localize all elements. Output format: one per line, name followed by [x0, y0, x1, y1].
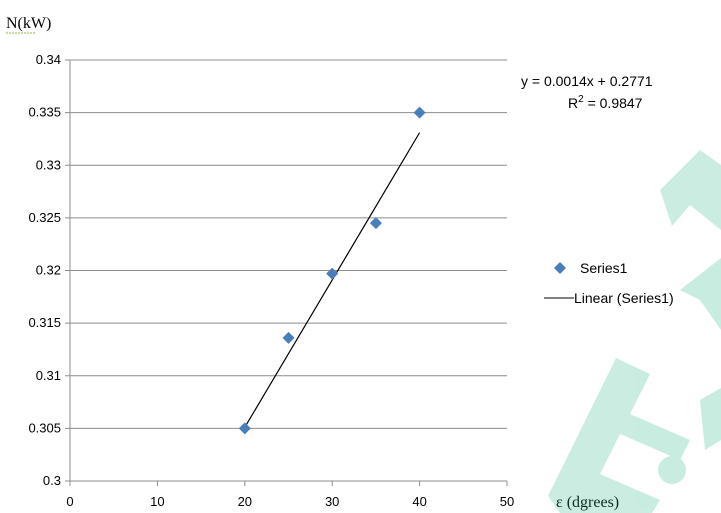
legend: Series1 Linear (Series1) — [544, 260, 674, 306]
x-tick-label: 20 — [238, 494, 252, 509]
y-tick-label: 0.335 — [28, 105, 61, 120]
watermark-letter-e — [548, 358, 690, 513]
trendline-group — [244, 132, 421, 428]
trendline — [244, 132, 421, 428]
data-point — [282, 331, 295, 344]
y-tick-label: 0.33 — [36, 157, 61, 172]
x-tick-label: 10 — [150, 494, 164, 509]
x-tick-label: 30 — [325, 494, 339, 509]
y-tick-labels: 0.3 0.305 0.31 0.315 0.32 0.325 0.33 0.335 0.34 — [28, 52, 61, 488]
x-tick-label: 40 — [412, 494, 426, 509]
watermark-dot — [658, 456, 686, 484]
y-tick-label: 0.305 — [28, 420, 61, 435]
trendline-equation: y = 0.0014x + 0.2771 — [521, 73, 653, 89]
r-squared-prefix: R — [568, 95, 578, 111]
data-point — [369, 217, 382, 230]
x-tick-label: 0 — [66, 494, 73, 509]
data-points — [238, 106, 426, 435]
x-tick-label: 50 — [500, 494, 514, 509]
r-squared-label: R2 = 0.9847 — [568, 94, 643, 111]
y-tick-label: 0.325 — [28, 210, 61, 225]
legend-series-label: Series1 — [580, 260, 628, 276]
y-axis-title: N(kW) — [6, 15, 51, 32]
data-point — [238, 422, 251, 435]
y-tick-label: 0.32 — [36, 263, 61, 278]
x-tick-labels: 0 10 20 30 40 50 — [66, 494, 514, 509]
x-axis-title: ε (dgrees) — [556, 494, 619, 511]
y-tick-label: 0.31 — [36, 368, 61, 383]
watermark — [548, 150, 721, 513]
y-tick-label: 0.315 — [28, 315, 61, 330]
data-point — [413, 106, 426, 119]
data-point — [326, 267, 339, 280]
y-tick-label: 0.3 — [43, 473, 61, 488]
r-squared-value: = 0.9847 — [584, 95, 643, 111]
watermark-letter-n — [660, 150, 721, 330]
legend-trendline-label: Linear (Series1) — [574, 290, 674, 306]
y-tick-label: 0.34 — [36, 52, 61, 67]
r-squared-superscript: 2 — [578, 94, 584, 105]
legend-series-marker-icon — [554, 262, 566, 274]
gridlines — [65, 59, 507, 482]
axes — [69, 60, 508, 486]
watermark-fragment — [700, 388, 721, 450]
